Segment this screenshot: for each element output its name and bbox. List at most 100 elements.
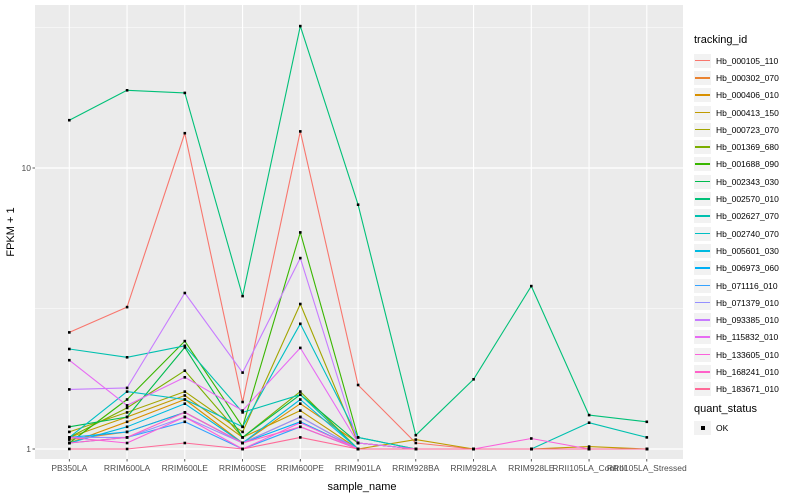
legend-key-line-icon — [694, 53, 711, 68]
legend-item-label: Hb_001688_090 — [716, 159, 779, 170]
legend-item: Hb_168241_010 — [694, 363, 779, 380]
data-point — [183, 346, 187, 349]
legend-item: Hb_183671_010 — [694, 381, 779, 398]
data-point — [68, 331, 71, 334]
legend-item: Hb_002740_070 — [694, 225, 779, 242]
data-point — [587, 421, 591, 424]
data-point — [356, 383, 360, 387]
data-point — [68, 438, 71, 441]
data-point — [183, 390, 187, 393]
data-point — [299, 302, 302, 306]
data-point — [183, 369, 187, 372]
data-point — [299, 130, 302, 133]
data-point — [183, 376, 187, 379]
data-point — [183, 441, 187, 445]
data-point — [299, 390, 302, 393]
legend-item-label: Hb_093385_010 — [716, 315, 779, 326]
legend-item: Hb_000723_070 — [694, 121, 779, 138]
data-point — [68, 436, 71, 439]
data-point — [183, 344, 187, 348]
data-point — [414, 433, 418, 437]
data-point — [125, 404, 129, 407]
legend-key-line-icon — [694, 243, 711, 258]
data-point — [183, 91, 187, 95]
data-point — [356, 436, 360, 439]
legend-item: Hb_115832_010 — [694, 329, 779, 346]
data-point — [125, 356, 129, 359]
data-point — [299, 256, 302, 260]
data-point — [299, 231, 302, 234]
data-point — [645, 447, 649, 451]
data-point — [241, 294, 244, 298]
data-point — [299, 398, 302, 401]
legend-key-line-icon — [694, 70, 711, 85]
legend-item-label: Hb_006973_060 — [716, 263, 779, 274]
legend-key-line-icon — [694, 278, 711, 293]
data-point — [530, 447, 533, 451]
x-tick-label: RRIM901LA — [335, 463, 382, 473]
legend: tracking_id Hb_000105_110 Hb_000302_070 Hb… — [691, 0, 800, 500]
data-point — [183, 398, 187, 401]
legend-item: Hb_002570_010 — [694, 190, 779, 207]
data-point — [183, 420, 187, 424]
data-point — [241, 371, 244, 374]
data-point — [68, 447, 71, 451]
x-tick-label: RRII105LA_Stressed — [607, 463, 687, 473]
data-point — [125, 425, 129, 429]
legend-key-line-icon — [694, 382, 711, 397]
data-point — [125, 390, 129, 393]
legend-item-label: Hb_001369_680 — [716, 142, 779, 153]
data-point — [587, 413, 591, 417]
data-point — [125, 447, 129, 451]
data-point — [125, 420, 129, 424]
x-tick-label: RRIM928LE — [508, 463, 555, 473]
data-point — [299, 436, 302, 439]
data-point — [125, 411, 129, 414]
legend-items: Hb_000105_110 Hb_000302_070 Hb_000406_010 H… — [694, 52, 779, 398]
legend-item-label: Hb_000723_070 — [716, 124, 779, 135]
legend-item-label: Hb_115832_010 — [716, 332, 779, 343]
data-point — [241, 409, 244, 412]
legend-item: Hb_000406_010 — [694, 87, 779, 104]
legend-item: Hb_001369_680 — [694, 138, 779, 155]
data-point — [645, 420, 649, 424]
quant-status-items: OK — [694, 419, 728, 436]
legend-item: Hb_000105_110 — [694, 52, 779, 69]
legend-key-line-icon — [694, 295, 711, 310]
data-point — [241, 411, 244, 414]
data-point — [183, 402, 187, 405]
legend-item: Hb_000413_150 — [694, 104, 779, 121]
data-point — [183, 415, 187, 419]
legend-item: Hb_001688_090 — [694, 156, 779, 173]
data-point — [414, 441, 418, 445]
data-point — [356, 447, 360, 451]
data-point — [299, 425, 302, 429]
x-tick-label: PB350LA — [51, 463, 87, 473]
legend-key-line-icon — [694, 209, 711, 224]
data-point — [241, 430, 244, 434]
legend-item-label: Hb_002627_070 — [716, 211, 779, 222]
data-point — [125, 441, 129, 445]
data-point — [299, 322, 302, 326]
legend-item: Hb_071379_010 — [694, 294, 779, 311]
x-tick-label: RRIM600LA — [104, 463, 151, 473]
data-point — [183, 131, 187, 135]
legend-item: Hb_133605_010 — [694, 346, 779, 363]
x-tick-label: RRIM928BA — [392, 463, 440, 473]
data-point — [125, 430, 129, 434]
x-tick-label: RRIM600PE — [277, 463, 325, 473]
x-tick-label: RRIM600LE — [162, 463, 209, 473]
legend-item: Hb_002627_070 — [694, 208, 779, 225]
legend-key-line-icon — [694, 157, 711, 172]
legend-key-line-icon — [694, 330, 711, 345]
x-tick-label: RRII105LA_Control — [552, 463, 626, 473]
x-tick-label: RRIM928LA — [450, 463, 497, 473]
legend-item-label: Hb_183671_010 — [716, 384, 779, 395]
data-point — [530, 284, 533, 288]
data-point — [125, 415, 129, 419]
legend-key-line-icon — [694, 105, 711, 120]
data-point — [241, 425, 244, 429]
data-point — [125, 305, 129, 309]
data-point — [68, 388, 71, 391]
